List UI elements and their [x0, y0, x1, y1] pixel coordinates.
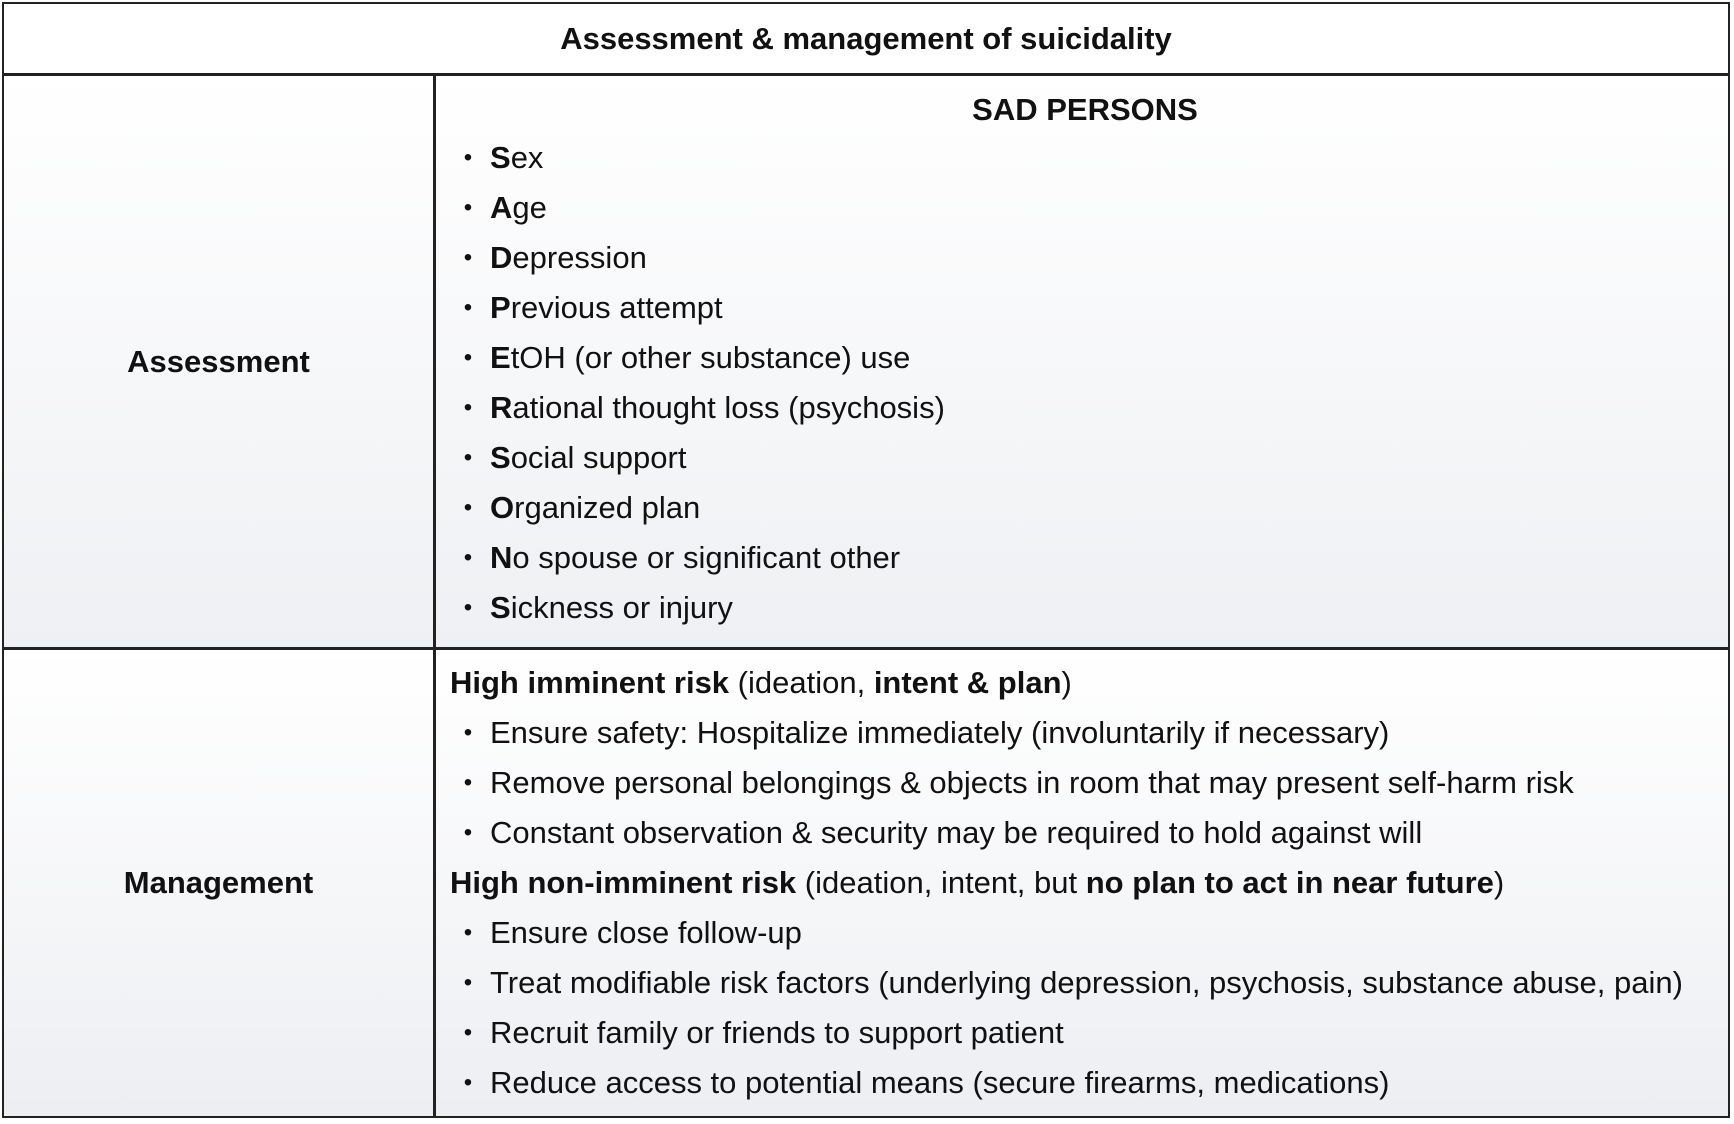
management-row: Management High imminent risk (ideation,… — [4, 650, 1728, 1116]
table-title: Assessment & management of suicidality — [4, 4, 1728, 76]
bullet-icon: • — [463, 294, 473, 321]
list-item: • Social support — [450, 433, 1728, 483]
bullet-icon: • — [463, 1019, 473, 1046]
list-item: • Age — [450, 183, 1728, 233]
list-item: • No spouse or significant other — [450, 533, 1728, 583]
high-non-imminent-risk-list: • Ensure close follow-up • Treat modifiabl… — [450, 908, 1728, 1108]
bullet-icon: • — [463, 819, 473, 846]
assessment-content: SAD PERSONS • Sex • Age • Depression • Previ… — [436, 76, 1728, 647]
bullet-icon: • — [463, 144, 473, 171]
list-item: • EtOH (or other substance) use — [450, 333, 1728, 383]
bullet-icon: • — [463, 919, 473, 946]
bullet-icon: • — [463, 194, 473, 221]
bullet-icon: • — [463, 594, 473, 621]
list-item: • Rational thought loss (psychosis) — [450, 383, 1728, 433]
bullet-icon: • — [463, 969, 473, 996]
sad-persons-heading: SAD PERSONS — [972, 92, 1198, 127]
bullet-icon: • — [463, 544, 473, 571]
high-non-imminent-risk-heading: High non-imminent risk (ideation, intent… — [450, 865, 1505, 900]
list-item: • Sex — [450, 133, 1728, 183]
list-item: • Ensure close follow-up — [450, 908, 1728, 958]
bullet-icon: • — [463, 344, 473, 371]
list-item: • Constant observation & security may be … — [450, 808, 1728, 858]
list-item: • Recruit family or friends to support pa… — [450, 1008, 1728, 1058]
management-label: Management — [4, 650, 436, 1116]
bullet-icon: • — [463, 394, 473, 421]
high-imminent-risk-heading: High imminent risk (ideation, intent & p… — [450, 665, 1072, 700]
bullet-icon: • — [463, 769, 473, 796]
list-item: • Previous attempt — [450, 283, 1728, 333]
list-item: • Reduce access to potential means (secur… — [450, 1058, 1728, 1108]
management-content: High imminent risk (ideation, intent & p… — [436, 650, 1728, 1116]
assessment-row: Assessment SAD PERSONS • Sex • Age • Depres… — [4, 76, 1728, 650]
list-item: • Sickness or injury — [450, 583, 1728, 633]
bullet-icon: • — [463, 1069, 473, 1096]
list-item: • Organized plan — [450, 483, 1728, 533]
bullet-icon: • — [463, 719, 473, 746]
list-item: • Ensure safety: Hospitalize immediately … — [450, 708, 1728, 758]
list-item: • Treat modifiable risk factors (underlyi… — [450, 958, 1728, 1008]
list-item: • Remove personal belongings & objects in… — [450, 758, 1728, 808]
sad-persons-list: • Sex • Age • Depression • Previous attempt … — [450, 133, 1728, 633]
bullet-icon: • — [463, 444, 473, 471]
high-imminent-risk-list: • Ensure safety: Hospitalize immediately … — [450, 708, 1728, 858]
assessment-label: Assessment — [4, 76, 436, 647]
bullet-icon: • — [463, 244, 473, 271]
bullet-icon: • — [463, 494, 473, 521]
list-item: • Depression — [450, 233, 1728, 283]
